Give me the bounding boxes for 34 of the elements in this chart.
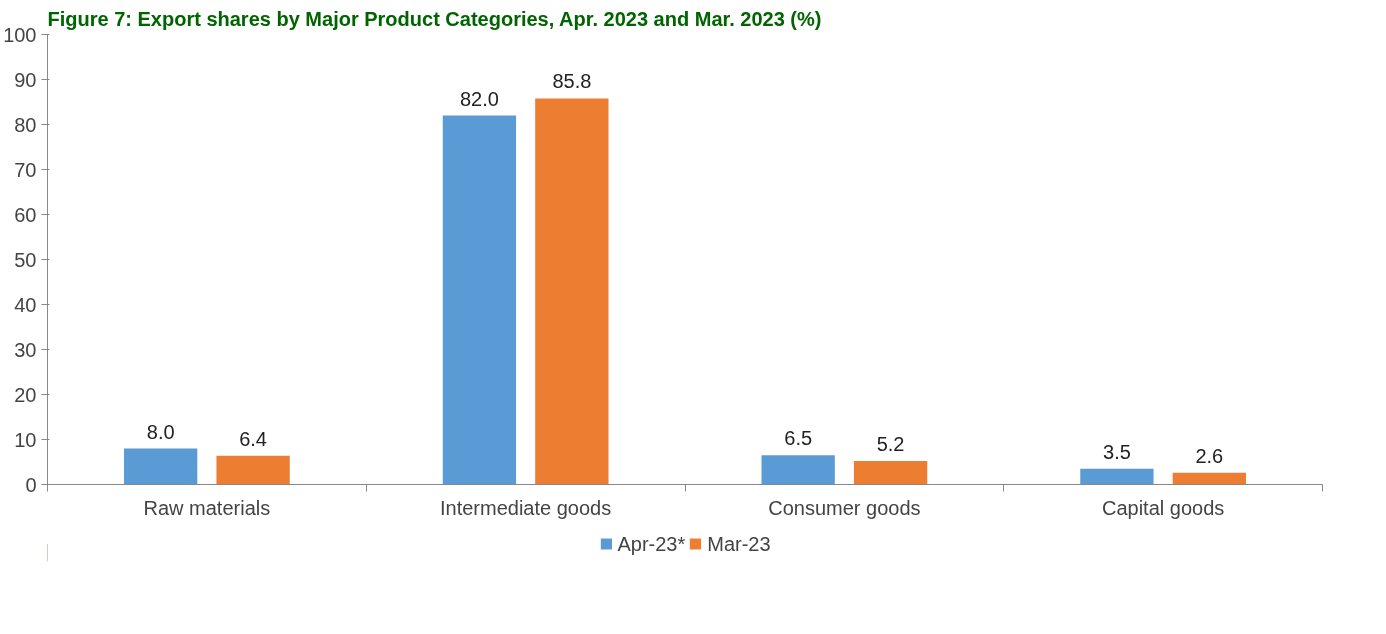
bar <box>1172 472 1246 485</box>
bar <box>1080 468 1154 485</box>
y-tick-label: 40 <box>14 293 37 316</box>
bar <box>535 98 609 485</box>
y-tick-label: 70 <box>14 158 37 181</box>
y-tick-label: 50 <box>14 248 37 271</box>
data-label: 3.5 <box>1103 440 1131 463</box>
bar <box>853 461 928 485</box>
data-label: 85.8 <box>552 70 592 93</box>
y-tick-label: 80 <box>14 113 37 136</box>
legend-label: Mar-23 <box>707 532 771 555</box>
bar <box>216 455 290 485</box>
chart-title: Figure 7: Export shares by Major Product Categories, Apr. 2023 and Mar. 2023 (%) <box>47 7 822 30</box>
x-tick-label: Raw materials <box>143 496 271 519</box>
y-tick-label: 30 <box>14 338 37 361</box>
data-label: 8.0 <box>146 420 175 443</box>
data-label: 82.0 <box>459 87 499 110</box>
bar <box>124 448 198 485</box>
x-tick-label: Capital goods <box>1101 496 1225 519</box>
data-label: 5.2 <box>876 433 905 456</box>
data-label: 6.4 <box>239 427 267 450</box>
data-label: 2.6 <box>1195 444 1224 467</box>
bar <box>442 115 517 485</box>
data-label: 6.5 <box>784 427 813 450</box>
y-tick-label: 0 <box>25 473 37 496</box>
x-tick-label: Consumer goods <box>768 496 921 519</box>
x-tick-label: Intermediate goods <box>440 496 612 519</box>
y-tick-label: 20 <box>14 383 37 406</box>
y-tick-label: 90 <box>14 68 37 91</box>
y-tick-label: 10 <box>14 428 37 451</box>
y-tick-label: 60 <box>14 203 37 226</box>
legend-label: Apr-23* <box>617 532 686 555</box>
y-tick-label: 100 <box>3 23 37 46</box>
bar <box>761 455 835 485</box>
